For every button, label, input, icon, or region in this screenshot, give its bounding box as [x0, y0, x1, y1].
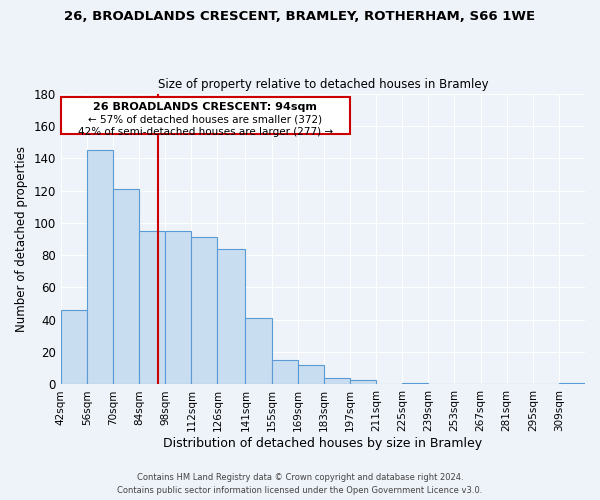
- FancyBboxPatch shape: [61, 97, 350, 134]
- Bar: [87, 150, 113, 384]
- X-axis label: Distribution of detached houses by size in Bramley: Distribution of detached houses by size …: [163, 437, 482, 450]
- Bar: [217, 248, 245, 384]
- Bar: [350, 380, 376, 384]
- Bar: [402, 383, 428, 384]
- Bar: [165, 231, 191, 384]
- Y-axis label: Number of detached properties: Number of detached properties: [15, 146, 28, 332]
- Bar: [61, 310, 87, 384]
- Bar: [245, 318, 272, 384]
- Text: ← 57% of detached houses are smaller (372): ← 57% of detached houses are smaller (37…: [88, 114, 322, 124]
- Bar: [272, 360, 298, 384]
- Text: 42% of semi-detached houses are larger (277) →: 42% of semi-detached houses are larger (…: [78, 126, 333, 136]
- Bar: [298, 365, 324, 384]
- Bar: [139, 231, 165, 384]
- Bar: [113, 189, 139, 384]
- Bar: [191, 238, 217, 384]
- Bar: [559, 383, 585, 384]
- Text: 26 BROADLANDS CRESCENT: 94sqm: 26 BROADLANDS CRESCENT: 94sqm: [94, 102, 317, 113]
- Bar: [324, 378, 350, 384]
- Text: 26, BROADLANDS CRESCENT, BRAMLEY, ROTHERHAM, S66 1WE: 26, BROADLANDS CRESCENT, BRAMLEY, ROTHER…: [64, 10, 536, 23]
- Title: Size of property relative to detached houses in Bramley: Size of property relative to detached ho…: [158, 78, 488, 91]
- Text: Contains HM Land Registry data © Crown copyright and database right 2024.
Contai: Contains HM Land Registry data © Crown c…: [118, 474, 482, 495]
